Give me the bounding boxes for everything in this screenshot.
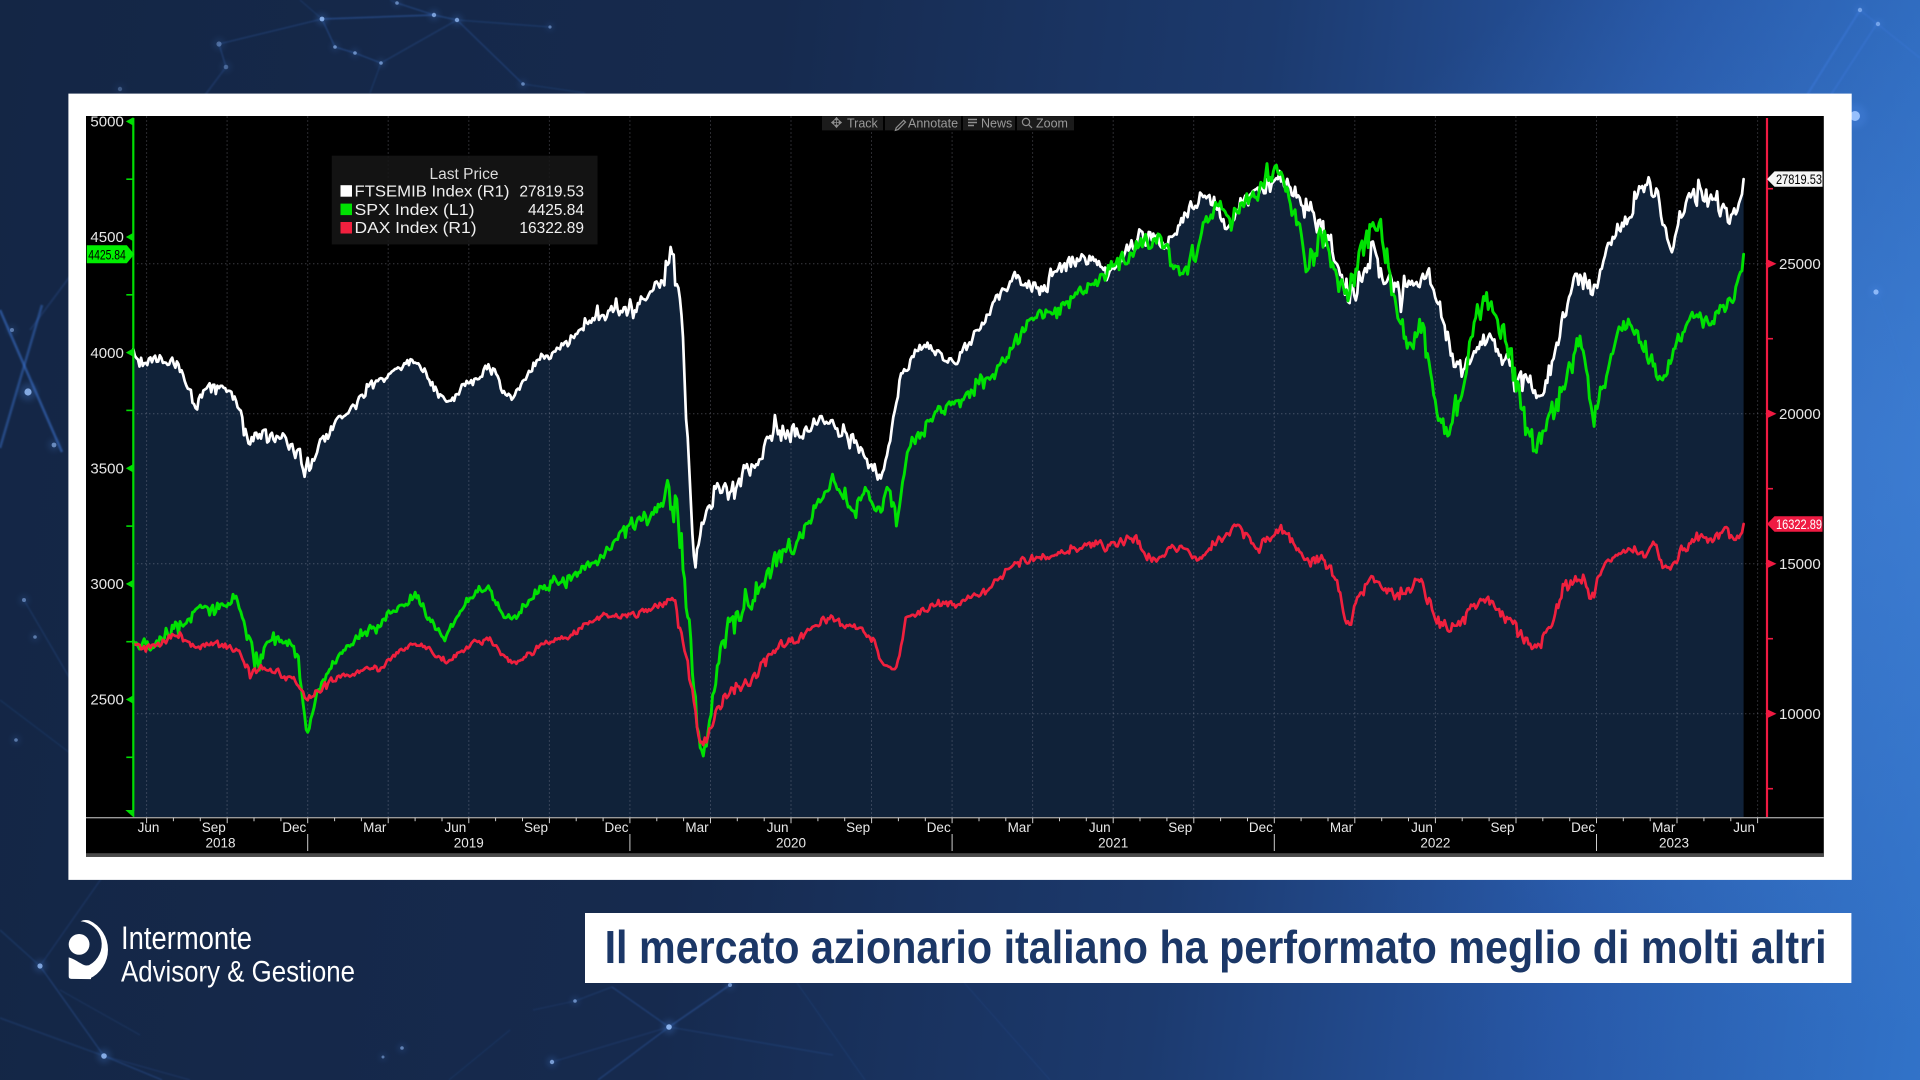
svg-text:16322.89: 16322.89 (519, 220, 584, 237)
svg-text:15000: 15000 (1779, 556, 1821, 573)
svg-text:16322.89: 16322.89 (1776, 517, 1822, 532)
svg-text:2023: 2023 (1659, 836, 1689, 851)
svg-text:2020: 2020 (776, 836, 806, 851)
svg-text:Dec: Dec (927, 820, 951, 835)
svg-text:5000: 5000 (90, 114, 123, 131)
svg-text:SPX Index (L1): SPX Index (L1) (355, 202, 475, 219)
svg-text:Jun: Jun (1089, 820, 1111, 835)
svg-text:20000: 20000 (1779, 406, 1821, 423)
svg-text:Sep: Sep (524, 820, 548, 835)
svg-text:Dec: Dec (604, 820, 628, 835)
svg-text:2018: 2018 (205, 836, 235, 851)
svg-text:Sep: Sep (1168, 820, 1192, 835)
svg-text:Last Price: Last Price (430, 166, 499, 183)
svg-text:Track: Track (847, 117, 879, 131)
svg-text:4500: 4500 (90, 229, 123, 246)
svg-text:Sep: Sep (202, 820, 226, 835)
svg-text:Jun: Jun (445, 820, 467, 835)
svg-text:Jun: Jun (138, 820, 160, 835)
svg-text:2019: 2019 (454, 836, 484, 851)
svg-text:Mar: Mar (1652, 820, 1676, 835)
svg-text:Dec: Dec (1571, 820, 1595, 835)
svg-text:Mar: Mar (685, 820, 709, 835)
svg-text:27819.53: 27819.53 (1776, 172, 1822, 187)
svg-text:2022: 2022 (1420, 836, 1450, 851)
svg-text:Il mercato azionario italiano: Il mercato azionario italiano ha perform… (605, 921, 1827, 973)
svg-text:Intermonte: Intermonte (121, 920, 252, 956)
svg-text:Sep: Sep (1490, 820, 1514, 835)
svg-text:10000: 10000 (1779, 706, 1821, 723)
svg-text:27819.53: 27819.53 (519, 183, 584, 200)
svg-text:FTSEMIB Index (R1): FTSEMIB Index (R1) (355, 183, 510, 200)
svg-text:4425.84: 4425.84 (528, 202, 584, 219)
svg-text:2500: 2500 (90, 692, 123, 709)
svg-text:2021: 2021 (1098, 836, 1128, 851)
svg-text:4000: 4000 (90, 345, 123, 362)
svg-text:3000: 3000 (90, 576, 123, 593)
svg-text:Jun: Jun (1733, 820, 1755, 835)
svg-text:DAX Index (R1): DAX Index (R1) (355, 220, 477, 237)
svg-text:Sep: Sep (846, 820, 870, 835)
svg-text:Dec: Dec (1249, 820, 1273, 835)
svg-text:25000: 25000 (1779, 256, 1821, 273)
svg-text:Annotate: Annotate (908, 117, 958, 131)
svg-text:Dec: Dec (282, 820, 306, 835)
svg-text:Jun: Jun (767, 820, 789, 835)
svg-text:Jun: Jun (1411, 820, 1433, 835)
svg-text:Zoom: Zoom (1036, 117, 1068, 131)
svg-text:Advisory & Gestione: Advisory & Gestione (121, 955, 355, 988)
svg-text:Mar: Mar (1330, 820, 1354, 835)
svg-text:Mar: Mar (1008, 820, 1032, 835)
svg-text:4425.84: 4425.84 (88, 247, 126, 263)
svg-text:Mar: Mar (363, 820, 387, 835)
svg-text:News: News (981, 117, 1012, 131)
svg-text:3500: 3500 (90, 461, 123, 478)
